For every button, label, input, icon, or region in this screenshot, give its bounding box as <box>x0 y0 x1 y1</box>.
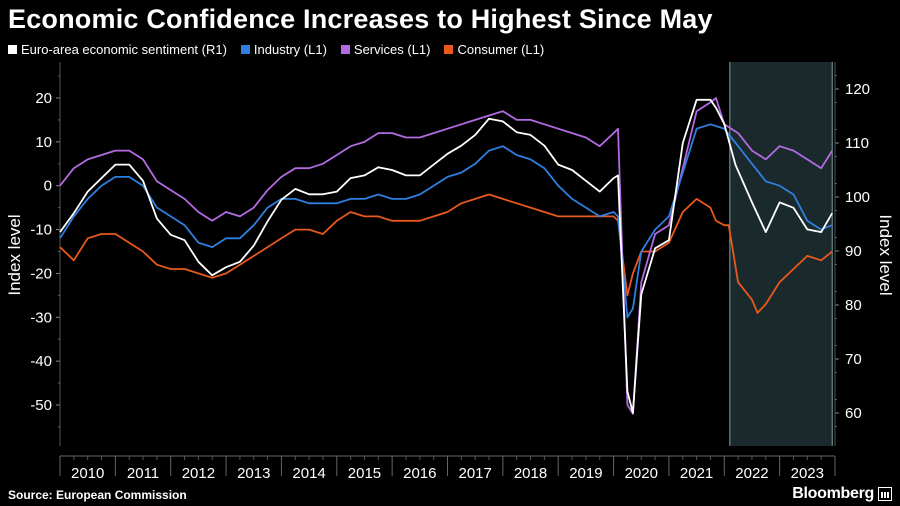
legend-swatch-services <box>340 45 350 54</box>
right-tick-label: 100 <box>845 189 870 206</box>
left-tick-label: -10 <box>30 222 52 239</box>
legend-item-industry: Industry (L1) <box>240 42 327 57</box>
x-tick-label: 2022 <box>735 465 768 482</box>
shaded-region <box>729 62 833 446</box>
legend-label-services: Services (L1) <box>353 42 431 57</box>
terminal-icon <box>878 487 892 501</box>
right-tick-label: 70 <box>845 351 862 368</box>
left-tick-label: 0 <box>44 178 52 195</box>
right-tick-label: 60 <box>845 405 862 422</box>
source-note: Source: European Commission <box>8 488 187 502</box>
series-layer <box>59 97 833 415</box>
x-tick-label: 2010 <box>71 465 104 482</box>
left-axis-label: Index level <box>5 214 24 295</box>
legend-label-consumer: Consumer (L1) <box>457 42 545 57</box>
right-tick-label: 120 <box>845 81 870 98</box>
x-tick-label: 2012 <box>182 465 215 482</box>
legend-item-services: Services (L1) <box>340 42 431 57</box>
x-tick-label: 2019 <box>569 465 602 482</box>
legend: Euro-area economic sentiment (R1) Indust… <box>8 42 544 57</box>
x-tick-label: 2015 <box>348 465 381 482</box>
x-tick-label: 2018 <box>514 465 547 482</box>
axes-layer: 20100-10-20-30-40-5012011010090807060201… <box>30 62 870 482</box>
right-tick-label: 110 <box>845 135 869 152</box>
legend-swatch-sentiment <box>8 45 17 54</box>
right-axis-label: Index level <box>876 214 895 295</box>
left-tick-label: -20 <box>30 265 52 282</box>
chart-title: Economic Confidence Increases to Highest… <box>8 4 713 34</box>
x-tick-label: 2020 <box>625 465 658 482</box>
x-tick-label: 2023 <box>791 465 824 482</box>
left-tick-label: -30 <box>30 309 52 326</box>
brand-name: Bloomberg <box>792 485 874 502</box>
legend-swatch-consumer <box>444 45 454 54</box>
brand-logo: Bloomberg <box>792 485 892 503</box>
x-tick-label: 2011 <box>127 465 159 482</box>
x-tick-label: 2014 <box>292 465 325 482</box>
shaded-region-layer <box>729 62 833 446</box>
legend-swatch-industry <box>240 45 250 54</box>
series-line-consumer <box>59 193 833 314</box>
left-tick-label: -40 <box>30 353 52 370</box>
left-tick-label: 20 <box>35 90 52 107</box>
right-tick-label: 90 <box>845 243 862 260</box>
series-line-sentiment <box>59 98 833 414</box>
legend-label-industry: Industry (L1) <box>253 42 327 57</box>
left-tick-label: 10 <box>35 134 52 151</box>
series-line-services <box>59 97 833 415</box>
right-tick-label: 80 <box>845 297 862 314</box>
series-line-industry <box>59 123 833 319</box>
legend-item-consumer: Consumer (L1) <box>444 42 544 57</box>
legend-item-sentiment: Euro-area economic sentiment (R1) <box>8 42 227 57</box>
left-tick-label: -50 <box>30 397 52 414</box>
x-tick-label: 2017 <box>458 465 491 482</box>
x-tick-label: 2013 <box>237 465 270 482</box>
x-tick-label: 2016 <box>403 465 436 482</box>
x-tick-label: 2021 <box>680 465 713 482</box>
legend-label-sentiment: Euro-area economic sentiment (R1) <box>21 42 227 57</box>
